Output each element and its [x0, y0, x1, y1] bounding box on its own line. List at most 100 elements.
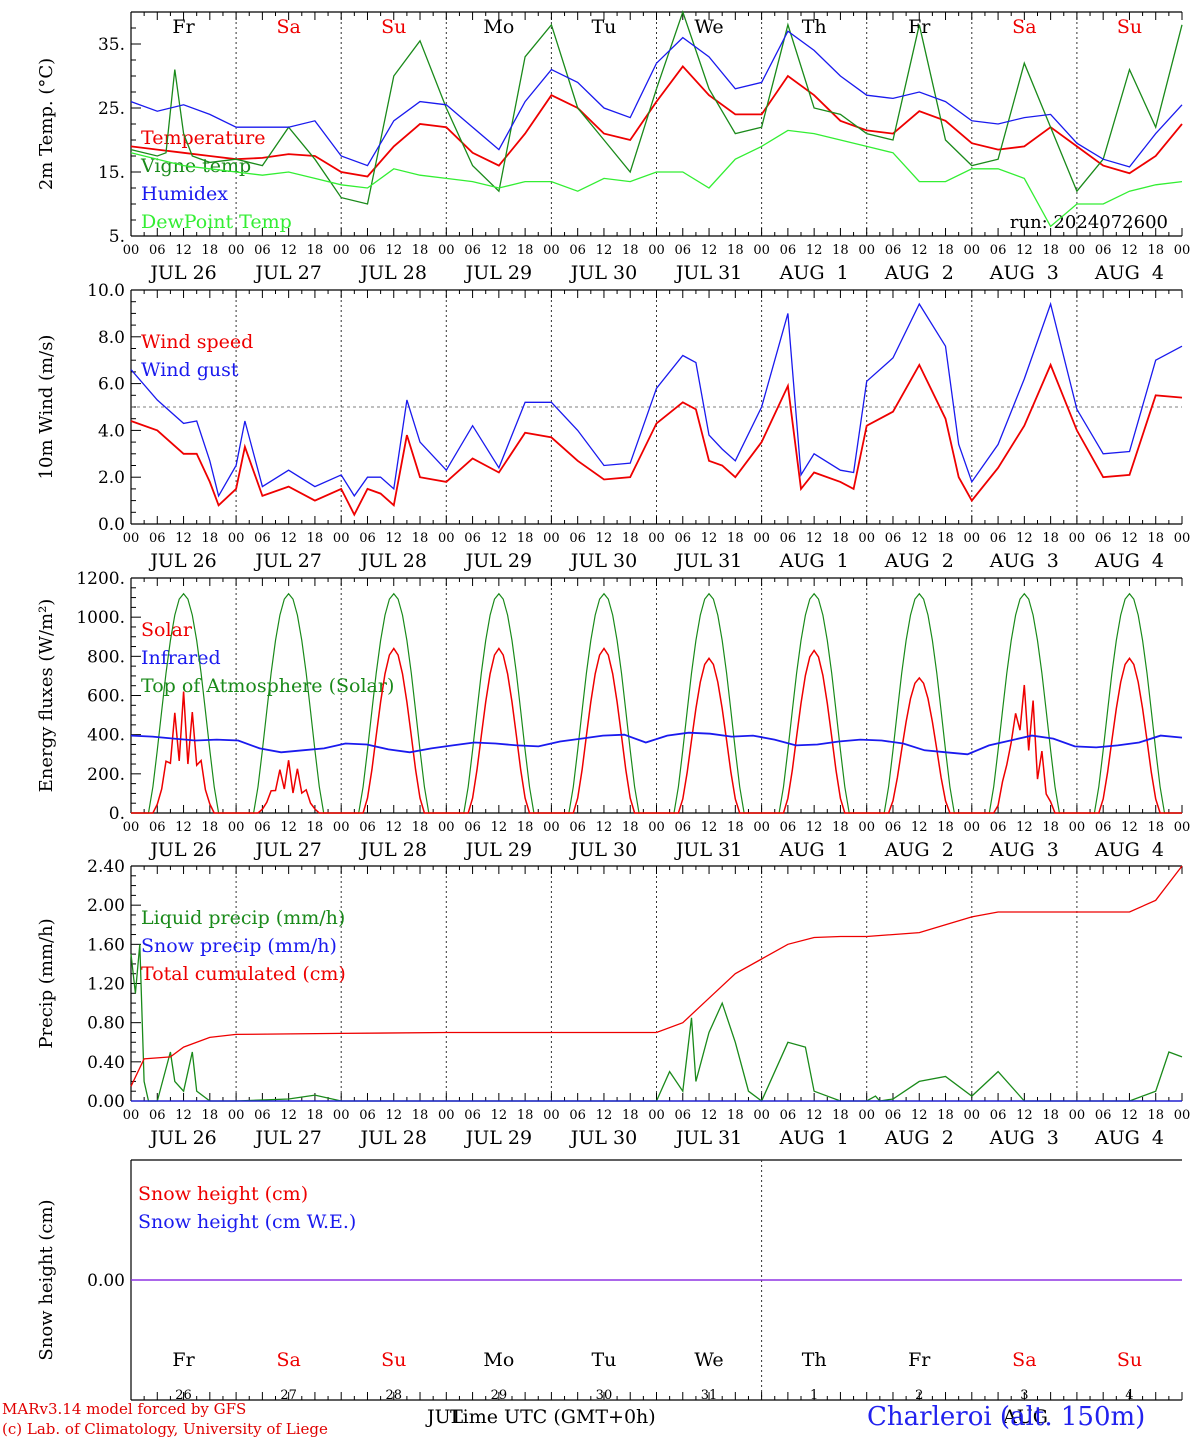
hour-tick-label: 18: [1042, 531, 1059, 546]
hour-tick-label: 00: [1069, 531, 1086, 546]
day-number-label: 26: [175, 1388, 192, 1403]
date-label: JUL 29: [464, 550, 532, 572]
hour-tick-label: 06: [885, 531, 902, 546]
y-tick-label: 8.0: [98, 328, 125, 348]
hour-tick-label: 18: [202, 531, 219, 546]
y-axis-label: Snow height (cm): [36, 1199, 57, 1360]
hour-tick-label: 18: [412, 820, 429, 835]
series-line: [130, 129, 1183, 228]
hour-tick-label: 12: [806, 531, 823, 546]
hour-tick-label: 06: [990, 820, 1007, 835]
date-label: JUL 31: [674, 262, 742, 284]
panel-1: 5. 15. 25. 35. 2m Temp. (°C) 00 06 12 18 JUL 26 00…: [36, 11, 1190, 284]
date-label: JUL 27: [253, 550, 321, 572]
hour-tick-label: 06: [254, 243, 271, 258]
hour-tick-label: 06: [885, 1108, 902, 1123]
hour-tick-label: 00: [543, 820, 560, 835]
y-axis-label: 10m Wind (m/s): [36, 335, 57, 480]
hour-tick-label: 06: [464, 1108, 481, 1123]
series-line: [130, 865, 1183, 1087]
hour-tick-label: 00: [648, 243, 665, 258]
hour-tick-label: 00: [753, 243, 770, 258]
hour-tick-label: 00: [858, 820, 875, 835]
date-label: JUL 30: [569, 1127, 637, 1149]
hour-tick-label: 12: [701, 820, 718, 835]
hour-tick-label: 06: [254, 531, 271, 546]
y-tick-label: 0.40: [87, 1053, 125, 1073]
weekday-label: Sa: [276, 16, 300, 38]
hour-tick-label: 06: [780, 531, 797, 546]
station-title: Charleroi (alt. 150m): [867, 1402, 1146, 1432]
hour-tick-label: 18: [622, 243, 639, 258]
hour-tick-label: 06: [885, 820, 902, 835]
hour-tick-label: 06: [1095, 1108, 1112, 1123]
hour-tick-label: 12: [1016, 243, 1033, 258]
y-tick-label: 1000.: [76, 608, 125, 628]
hour-tick-label: 12: [701, 243, 718, 258]
hour-tick-label: 00: [333, 820, 350, 835]
date-label: JUL 30: [569, 262, 637, 284]
hour-tick-label: 18: [937, 243, 954, 258]
hour-tick-label: 12: [491, 243, 508, 258]
weekday-label: Tu: [591, 16, 616, 38]
date-label: JUL 26: [148, 550, 216, 572]
legend-entry: Infrared: [141, 647, 221, 669]
weekday-label: Su: [381, 16, 406, 38]
legend-entry: Liquid precip (mm/h): [141, 907, 345, 929]
date-label: JUL 26: [148, 839, 216, 861]
hour-tick-label: 12: [491, 820, 508, 835]
hour-tick-label: 06: [990, 531, 1007, 546]
day-number-label: 4: [1125, 1388, 1133, 1403]
hour-tick-label: 12: [1016, 820, 1033, 835]
hour-tick-label: 18: [517, 243, 534, 258]
date-label: JUL 30: [569, 550, 637, 572]
hour-tick-label: 00: [543, 243, 560, 258]
y-tick-label: 400.: [87, 726, 125, 746]
hour-tick-label: 00: [333, 243, 350, 258]
date-label: AUG 4: [1094, 839, 1164, 861]
hour-tick-label: 06: [359, 820, 376, 835]
y-tick-label: 10.0: [87, 281, 125, 301]
hour-tick-label: 12: [491, 1108, 508, 1123]
date-label: JUL 28: [359, 1127, 427, 1149]
date-label: JUL 26: [148, 262, 216, 284]
hour-tick-label: 06: [1095, 531, 1112, 546]
hour-tick-label: 06: [359, 243, 376, 258]
hour-tick-label: 12: [280, 531, 297, 546]
hour-tick-label: 12: [385, 820, 402, 835]
date-label: JUL 29: [464, 1127, 532, 1149]
hour-tick-label: 00: [753, 1108, 770, 1123]
hour-tick-label: 06: [254, 820, 271, 835]
hour-tick-label: 12: [175, 820, 192, 835]
legend-entry: Temperature: [141, 127, 265, 149]
hour-tick-label: 06: [675, 820, 692, 835]
hour-tick-label: 06: [569, 531, 586, 546]
date-label: AUG 1: [779, 550, 849, 572]
series-line: [130, 301, 1183, 498]
hour-tick-label: 12: [806, 243, 823, 258]
hour-tick-label: 00: [1069, 1108, 1086, 1123]
series-line: [130, 362, 1183, 517]
hour-tick-label: 12: [1121, 1108, 1138, 1123]
date-label: AUG 2: [884, 1127, 954, 1149]
hour-tick-label: 00: [753, 820, 770, 835]
y-tick-label: 800.: [87, 647, 125, 667]
hour-tick-label: 12: [701, 531, 718, 546]
hour-tick-label: 18: [1147, 243, 1164, 258]
hour-tick-label: 18: [307, 820, 324, 835]
y-axis-label: 2m Temp. (°C): [36, 58, 57, 190]
y-tick-label: 1200.: [76, 569, 125, 589]
date-label: JUL 31: [674, 839, 742, 861]
hour-tick-label: 00: [964, 531, 981, 546]
weekday-label: We: [694, 16, 723, 38]
y-axis-label: Precip (mm/h): [36, 918, 57, 1048]
hour-tick-label: 06: [149, 243, 166, 258]
day-number-label: 28: [385, 1388, 402, 1403]
hour-tick-label: 00: [123, 1108, 140, 1123]
hour-tick-label: 12: [1121, 531, 1138, 546]
date-label: AUG 1: [779, 1127, 849, 1149]
hour-tick-label: 18: [412, 1108, 429, 1123]
hour-tick-label: 12: [280, 1108, 297, 1123]
day-number-label: 29: [491, 1388, 508, 1403]
